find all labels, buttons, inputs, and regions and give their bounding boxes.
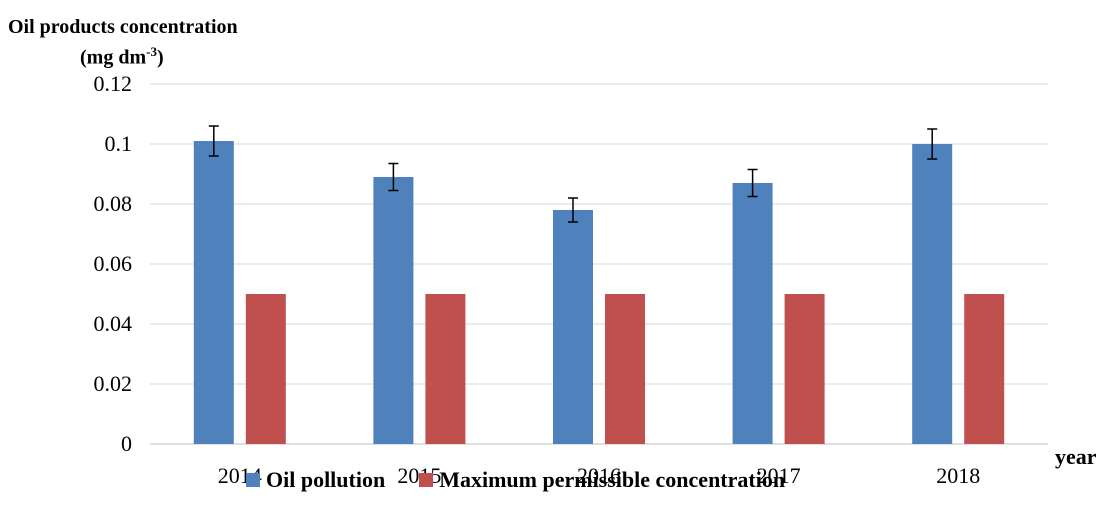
bar-oil-pollution [193,141,234,444]
legend-label-mpc: Maximum permissible concentration [439,467,786,492]
bar-mpc [784,294,825,444]
bar-oil-pollution [732,183,773,444]
legend-label-oil-pollution: Oil pollution [266,467,386,492]
y-tick-label: 0.12 [94,71,133,96]
x-tick-label: 2018 [936,463,980,488]
bar-oil-pollution [912,144,953,444]
x-axis-title: year [1055,444,1097,469]
x-tick-label: 2016 [577,463,621,488]
y-axis-unit-sup: -3 [146,44,157,59]
legend-swatch-mpc [419,473,434,487]
y-axis-title: Oil products concentration [8,16,238,38]
bar-oil-pollution [373,177,414,444]
y-tick-label: 0.04 [94,311,133,336]
legend: Oil pollution Maximum permissible concen… [246,467,819,493]
legend-swatch-oil-pollution [246,473,260,487]
bar-oil-pollution [553,210,593,444]
y-tick-label: 0.1 [105,131,133,156]
bar-mpc [964,294,1005,444]
bar-mpc [425,294,466,444]
y-axis-unit-end: ) [156,46,164,69]
y-axis-unit-main: (mg dm [80,46,147,69]
y-tick-label: 0.06 [94,251,133,276]
x-tick-label: 2017 [757,463,801,488]
y-tick-label: 0 [121,431,132,456]
y-tick-label: 0.08 [94,191,133,216]
legend-item-mpc: Maximum permissible concentration [419,467,785,493]
y-tick-label: 0.02 [94,371,133,396]
legend-item-oil-pollution: Oil pollution [246,467,385,493]
bar-mpc [245,294,286,444]
y-axis-unit: (mg dm-3) [80,44,164,70]
bar-mpc [605,294,645,444]
